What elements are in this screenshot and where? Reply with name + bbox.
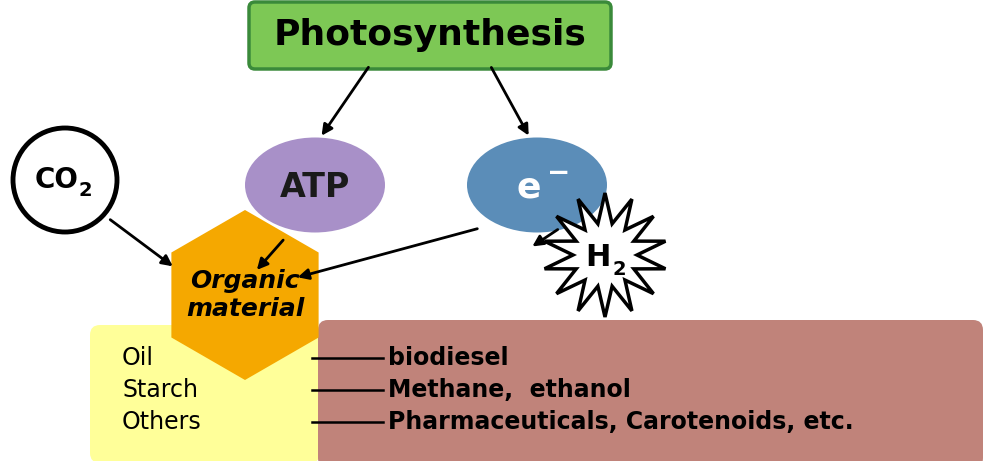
Polygon shape: [544, 193, 666, 317]
Ellipse shape: [467, 137, 607, 232]
Text: 2: 2: [78, 181, 92, 200]
Text: Oil: Oil: [122, 346, 154, 370]
Text: −: −: [547, 159, 571, 187]
FancyBboxPatch shape: [318, 320, 983, 461]
Ellipse shape: [245, 137, 385, 232]
Text: 2: 2: [613, 260, 625, 278]
Text: ATP: ATP: [280, 171, 350, 203]
Text: Others: Others: [122, 410, 202, 434]
Text: CO: CO: [35, 166, 79, 194]
Text: e: e: [517, 170, 541, 204]
Text: Organic: Organic: [190, 269, 299, 293]
Circle shape: [13, 128, 117, 232]
Text: material: material: [186, 297, 304, 321]
FancyBboxPatch shape: [249, 2, 611, 69]
FancyBboxPatch shape: [90, 325, 320, 461]
Polygon shape: [171, 210, 318, 380]
Text: Photosynthesis: Photosynthesis: [274, 18, 587, 53]
Text: Pharmaceuticals, Carotenoids, etc.: Pharmaceuticals, Carotenoids, etc.: [388, 410, 854, 434]
Text: Methane,  ethanol: Methane, ethanol: [388, 378, 631, 402]
Text: Starch: Starch: [122, 378, 198, 402]
Text: biodiesel: biodiesel: [388, 346, 509, 370]
Text: H: H: [585, 242, 611, 272]
